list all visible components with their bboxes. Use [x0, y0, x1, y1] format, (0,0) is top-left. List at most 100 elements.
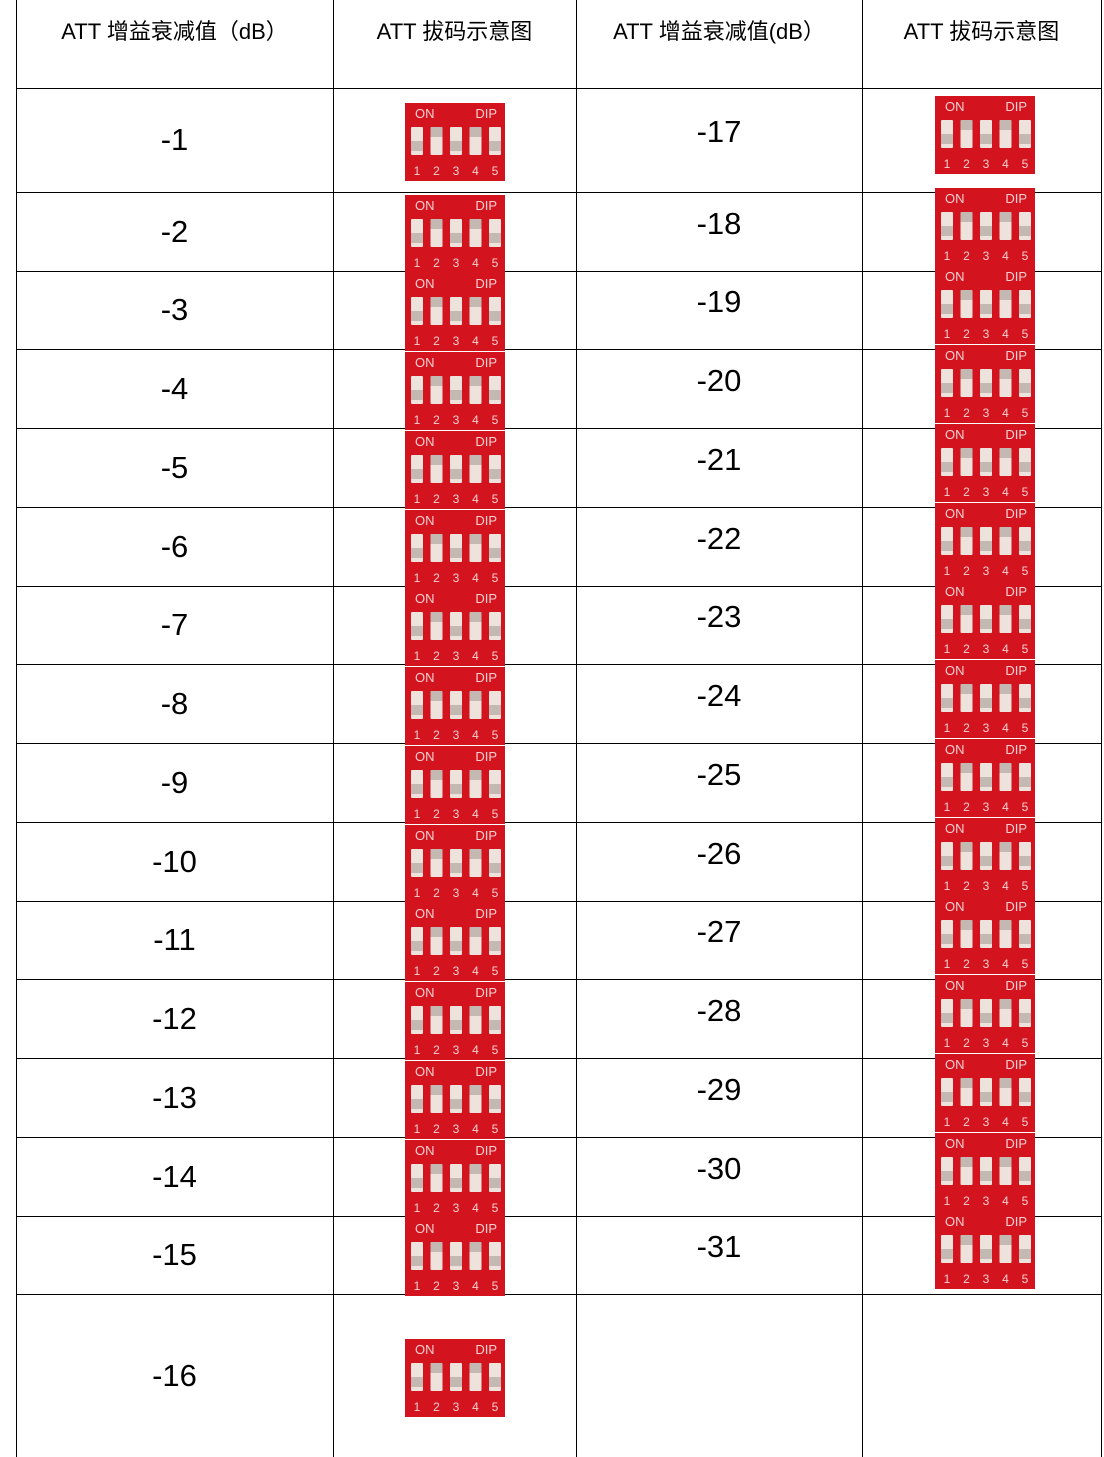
attenuation-value: -23 — [576, 599, 862, 635]
dip-switch-image: ONDIP12345 — [935, 818, 1035, 896]
dip-on-label: ON — [415, 828, 435, 843]
dip-number: 3 — [453, 1201, 460, 1215]
dip-switch-knob — [450, 1178, 462, 1188]
dip-switch-image: ONDIP12345 — [405, 1061, 505, 1139]
dip-on-label: ON — [415, 1342, 435, 1357]
dip-number: 5 — [492, 413, 499, 427]
attenuation-value: -6 — [16, 529, 333, 565]
dip-number: 1 — [944, 642, 951, 656]
dip-switch-knob — [1019, 619, 1031, 629]
dip-switch-knob — [980, 226, 992, 236]
dip-switch-knob — [450, 941, 462, 951]
dip-switch-knob — [411, 784, 423, 794]
dip-switch-knob — [411, 1377, 423, 1387]
dip-switch-image: ONDIP12345 — [935, 266, 1035, 344]
dip-number: 5 — [1022, 1272, 1029, 1286]
attenuation-value: -31 — [576, 1229, 862, 1265]
dip-number: 5 — [1022, 327, 1029, 341]
dip-number: 1 — [414, 1043, 421, 1057]
dip-switch-knob — [450, 390, 462, 400]
dip-number: 4 — [472, 256, 479, 270]
attenuation-value: -22 — [576, 521, 862, 557]
dip-switch-knob — [431, 297, 443, 307]
dip-number: 3 — [453, 807, 460, 821]
dip-switch-image: ONDIP12345 — [935, 975, 1035, 1053]
attenuation-value: -27 — [576, 914, 862, 950]
dip-number: 1 — [944, 1115, 951, 1129]
dip-number: 1 — [414, 164, 421, 178]
dip-text-label: DIP — [475, 1064, 497, 1079]
dip-number: 5 — [492, 886, 499, 900]
dip-switch-knob — [450, 705, 462, 715]
dip-number: 4 — [472, 886, 479, 900]
attenuation-value: -8 — [16, 686, 333, 722]
dip-switch-knob — [980, 777, 992, 787]
dip-number: 1 — [944, 1036, 951, 1050]
header-cell: ATT 拔码示意图 — [862, 14, 1101, 46]
attenuation-value: -16 — [16, 1358, 333, 1394]
dip-number: 4 — [472, 1400, 479, 1414]
dip-switch-knob — [1000, 842, 1012, 852]
dip-switch-knob — [1000, 1078, 1012, 1088]
dip-switch-knob — [961, 920, 973, 930]
dip-switch-knob — [411, 863, 423, 873]
dip-switch-knob — [1000, 920, 1012, 930]
dip-switch-knob — [450, 311, 462, 321]
dip-switch-knob — [980, 1171, 992, 1181]
dip-number: 3 — [453, 334, 460, 348]
header-cell: ATT 拔码示意图 — [333, 14, 576, 46]
dip-switch-knob — [961, 842, 973, 852]
dip-number: 3 — [983, 1115, 990, 1129]
dip-switch-knob — [941, 383, 953, 393]
dip-on-label: ON — [415, 276, 435, 291]
dip-switch-knob — [489, 863, 501, 873]
dip-switch-image: ONDIP12345 — [935, 660, 1035, 738]
dip-number: 1 — [944, 1272, 951, 1286]
dip-number: 1 — [944, 564, 951, 578]
dip-number: 4 — [1002, 564, 1009, 578]
dip-number: 1 — [414, 649, 421, 663]
attenuation-value: -7 — [16, 607, 333, 643]
dip-switch-knob — [980, 1092, 992, 1102]
dip-switch-image: ONDIP12345 — [935, 345, 1035, 423]
dip-number: 2 — [963, 564, 970, 578]
dip-switch-knob — [431, 927, 443, 937]
dip-number: 1 — [414, 334, 421, 348]
dip-switch-knob — [411, 705, 423, 715]
dip-on-label: ON — [415, 985, 435, 1000]
dip-number: 3 — [453, 1043, 460, 1057]
dip-number: 5 — [492, 492, 499, 506]
dip-text-label: DIP — [1005, 584, 1027, 599]
attenuation-value: -29 — [576, 1072, 862, 1108]
dip-switch-image: ONDIP12345 — [405, 431, 505, 509]
dip-text-label: DIP — [475, 1221, 497, 1236]
dip-text-label: DIP — [1005, 821, 1027, 836]
dip-number: 3 — [983, 564, 990, 578]
attenuation-value: -14 — [16, 1159, 333, 1195]
dip-number: 1 — [414, 256, 421, 270]
dip-number: 3 — [983, 642, 990, 656]
dip-switch-knob — [941, 1092, 953, 1102]
dip-number: 3 — [983, 721, 990, 735]
dip-number: 3 — [453, 571, 460, 585]
dip-number: 3 — [983, 485, 990, 499]
dip-number: 5 — [1022, 1194, 1029, 1208]
dip-switch-knob — [489, 1377, 501, 1387]
dip-number: 3 — [983, 249, 990, 263]
dip-number: 2 — [963, 249, 970, 263]
dip-text-label: DIP — [475, 198, 497, 213]
dip-switch-knob — [450, 233, 462, 243]
attenuation-value: -1 — [16, 122, 333, 158]
dip-number: 3 — [983, 957, 990, 971]
dip-switch-knob — [470, 691, 482, 701]
dip-switch-image: ONDIP12345 — [405, 746, 505, 824]
dip-switch-knob — [961, 605, 973, 615]
dip-switch-knob — [1000, 448, 1012, 458]
dip-switch-knob — [980, 1013, 992, 1023]
dip-number: 3 — [453, 164, 460, 178]
dip-switch-knob — [941, 226, 953, 236]
dip-text-label: DIP — [1005, 269, 1027, 284]
dip-switch-image: ONDIP12345 — [405, 103, 505, 181]
dip-number: 5 — [492, 571, 499, 585]
